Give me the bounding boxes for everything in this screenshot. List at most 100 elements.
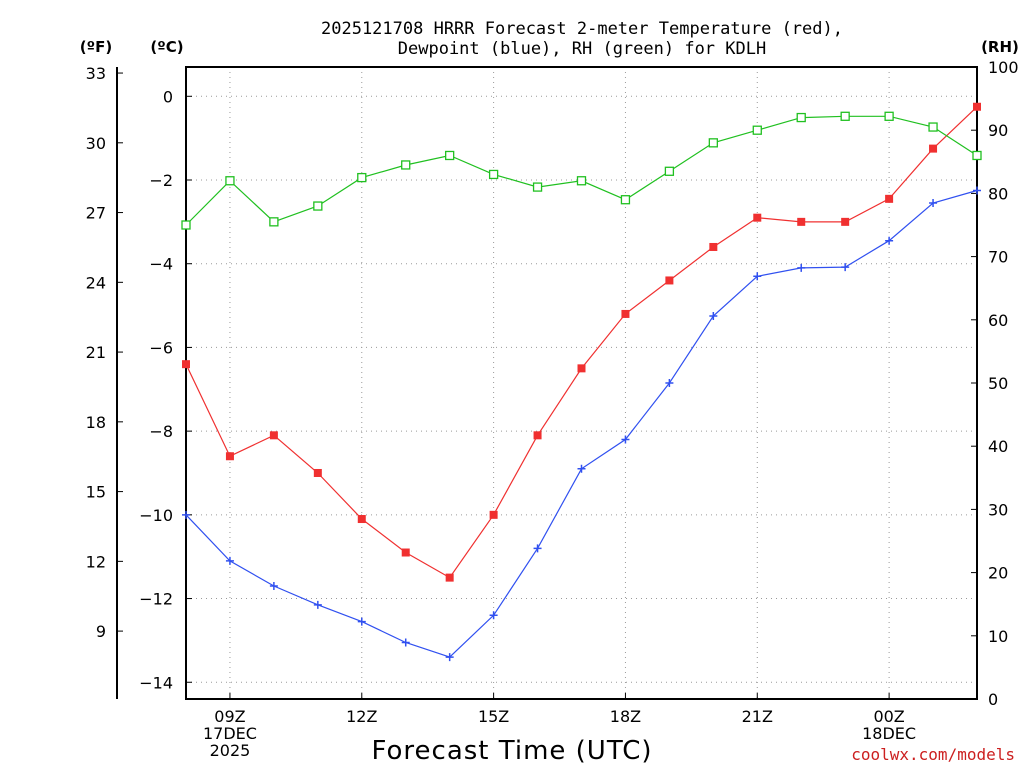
temperature-point [577, 364, 586, 373]
time-tick-label: 15Z [478, 707, 509, 726]
dewpoint-point [489, 611, 498, 620]
time-tick-label: 00Z [873, 707, 904, 726]
temperature-point [885, 194, 894, 203]
celsius-axis: 0 −2 −4 −6 −8 −10 −12 −14 [139, 87, 192, 692]
celsius-tick-label: −6 [149, 338, 173, 357]
dewpoint-point [445, 653, 454, 662]
credit-link[interactable]: coolwx.com/models [851, 745, 1015, 764]
x-axis-title: Forecast Time (UTC) [371, 736, 652, 766]
rh-tick-label: 80 [988, 184, 1008, 203]
series-layer [181, 102, 982, 662]
rh-line [185, 115, 978, 226]
rh-point [225, 176, 235, 186]
celsius-tick-label: −4 [149, 255, 173, 274]
time-tick-label: 18Z [610, 707, 641, 726]
celsius-tick-label: −2 [149, 171, 173, 190]
rh-tick-label: 20 [988, 564, 1008, 583]
dewpoint-point [797, 263, 806, 272]
temperature-point [225, 452, 234, 461]
time-tick-label: 09Z [214, 707, 245, 726]
rh-point [401, 160, 411, 170]
temperature-point [269, 431, 278, 440]
rh-point [708, 138, 718, 148]
temperature-point [445, 573, 454, 582]
rh-point [752, 125, 762, 135]
fahrenheit-tick-label: 33 [86, 64, 106, 83]
time-tick-label: 21Z [742, 707, 773, 726]
temperature-point [401, 548, 410, 557]
rh-tick-label: 0 [988, 690, 998, 709]
dewpoint-point [885, 236, 894, 245]
rh-tick-label: 90 [988, 121, 1008, 140]
rh-tick-label: 30 [988, 500, 1008, 519]
rh-point [620, 195, 631, 205]
rh-point [269, 217, 279, 227]
fahrenheit-tick-label: 9 [96, 622, 106, 641]
rh-point [357, 172, 367, 183]
rh-tick-label: 60 [988, 311, 1008, 330]
dewpoint-point [665, 379, 674, 387]
fahrenheit-axis: 33 30 27 24 21 18 15 12 9 [86, 64, 123, 641]
dewpoint-point [357, 617, 366, 626]
title-line-1: 2025121708 HRRR Forecast 2-meter Tempera… [321, 19, 843, 39]
temperature-point [621, 309, 630, 318]
fahrenheit-tick-label: 12 [86, 552, 106, 571]
temperature-point [973, 102, 981, 111]
rh-point [181, 220, 191, 230]
temperature-point [665, 276, 674, 285]
fahrenheit-axis-label: (ºF) [80, 38, 112, 56]
fahrenheit-tick-label: 15 [86, 483, 106, 502]
fahrenheit-tick-label: 30 [86, 134, 106, 153]
series-temperature [182, 102, 981, 582]
temperature-point [797, 217, 806, 226]
dewpoint-point [313, 600, 322, 609]
celsius-tick-label: −14 [139, 673, 173, 692]
celsius-tick-label: −8 [149, 422, 173, 441]
rh-point [532, 182, 543, 192]
rh-point [840, 111, 850, 121]
rh-tick-label: 40 [988, 437, 1008, 456]
temperature-point [357, 515, 366, 524]
celsius-tick-label: −12 [139, 590, 173, 609]
dewpoint-point [753, 272, 762, 281]
plot-frame [185, 66, 978, 700]
dewpoint-point [841, 263, 850, 272]
gridlines [186, 67, 977, 699]
celsius-tick-label: −10 [139, 506, 173, 525]
temperature-point [489, 510, 498, 519]
time-tick-label: 2025 [210, 741, 251, 760]
series-rh [181, 111, 982, 230]
dewpoint-point [182, 510, 190, 519]
chart-title: 2025121708 HRRR Forecast 2-meter Tempera… [321, 19, 843, 59]
dewpoint-point [621, 435, 630, 444]
dewpoint-point [709, 312, 718, 321]
temperature-point [753, 213, 762, 222]
time-tick-label: 12Z [346, 707, 377, 726]
rh-point [313, 201, 323, 211]
dewpoint-point [269, 581, 278, 590]
rh-point [884, 111, 894, 121]
dewpoint-line [185, 189, 978, 658]
rh-tick-label: 70 [988, 248, 1008, 267]
rh-tick-label: 10 [988, 627, 1008, 646]
dewpoint-point [401, 638, 410, 647]
rh-axis-label: (RH) [981, 38, 1019, 56]
temperature-point [533, 431, 542, 440]
celsius-axis-label: (ºC) [150, 38, 183, 56]
rh-tick-label: 50 [988, 374, 1008, 393]
rh-point [928, 122, 938, 132]
rh-point [664, 166, 675, 176]
temperature-point [929, 144, 938, 153]
rh-point [796, 112, 806, 123]
temperature-point [709, 242, 718, 251]
fahrenheit-tick-label: 24 [86, 273, 106, 292]
fahrenheit-tick-label: 27 [86, 204, 106, 223]
celsius-tick-label: 0 [163, 87, 173, 106]
rh-point [445, 150, 455, 161]
time-tick-label: 18DEC [862, 724, 916, 743]
fahrenheit-tick-label: 18 [86, 413, 106, 432]
temperature-point [182, 360, 190, 369]
